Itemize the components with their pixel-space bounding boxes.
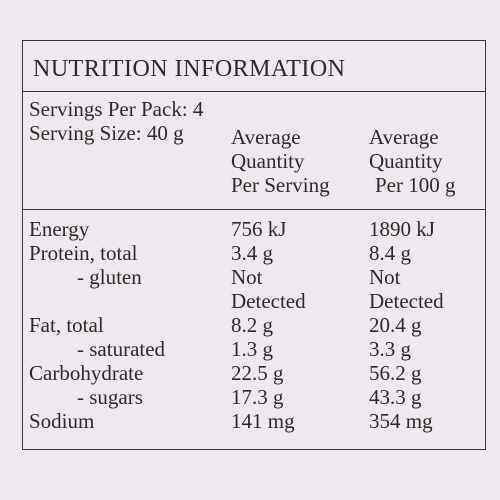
per-serving-header-line-2: Quantity bbox=[231, 149, 305, 173]
gluten-per-serving-line-2: Detected bbox=[231, 289, 306, 313]
per-100g-header-line-3: Per 100 g bbox=[375, 173, 456, 197]
carbohydrate-per-100g: 56.2 g bbox=[369, 361, 422, 385]
protein-per-100g: 8.4 g bbox=[369, 241, 411, 265]
panel-title: NUTRITION INFORMATION bbox=[33, 56, 346, 82]
row-label-fat: Fat, total bbox=[29, 313, 104, 337]
servings-per-pack: Servings Per Pack: 4 bbox=[29, 97, 204, 121]
header-divider bbox=[23, 209, 485, 210]
carbohydrate-per-serving: 22.5 g bbox=[231, 361, 284, 385]
serving-size: Serving Size: 40 g bbox=[29, 121, 184, 145]
sodium-per-100g: 354 mg bbox=[369, 409, 433, 433]
gluten-per-serving-line-1: Not bbox=[231, 265, 263, 289]
saturated-per-100g: 3.3 g bbox=[369, 337, 411, 361]
nutrition-panel: NUTRITION INFORMATION Servings Per Pack:… bbox=[22, 40, 486, 450]
row-label-gluten: - gluten bbox=[77, 265, 142, 289]
energy-per-100g: 1890 kJ bbox=[369, 217, 435, 241]
gluten-per-100g-line-1: Not bbox=[369, 265, 401, 289]
fat-per-serving: 8.2 g bbox=[231, 313, 273, 337]
row-label-protein: Protein, total bbox=[29, 241, 138, 265]
energy-per-serving: 756 kJ bbox=[231, 217, 287, 241]
row-label-carbohydrate: Carbohydrate bbox=[29, 361, 144, 385]
row-label-saturated: - saturated bbox=[77, 337, 166, 361]
saturated-per-serving: 1.3 g bbox=[231, 337, 273, 361]
row-label-energy: Energy bbox=[29, 217, 90, 241]
per-serving-header-line-3: Per Serving bbox=[231, 173, 330, 197]
row-label-sugars: - sugars bbox=[77, 385, 143, 409]
per-serving-header-line-1: Average bbox=[231, 125, 301, 149]
sodium-per-serving: 141 mg bbox=[231, 409, 295, 433]
per-100g-header-line-2: Quantity bbox=[369, 149, 443, 173]
fat-per-100g: 20.4 g bbox=[369, 313, 422, 337]
protein-per-serving: 3.4 g bbox=[231, 241, 273, 265]
row-label-sodium: Sodium bbox=[29, 409, 95, 433]
per-100g-header-line-1: Average bbox=[369, 125, 439, 149]
sugars-per-100g: 43.3 g bbox=[369, 385, 422, 409]
gluten-per-100g-line-2: Detected bbox=[369, 289, 444, 313]
sugars-per-serving: 17.3 g bbox=[231, 385, 284, 409]
title-divider bbox=[23, 91, 485, 92]
